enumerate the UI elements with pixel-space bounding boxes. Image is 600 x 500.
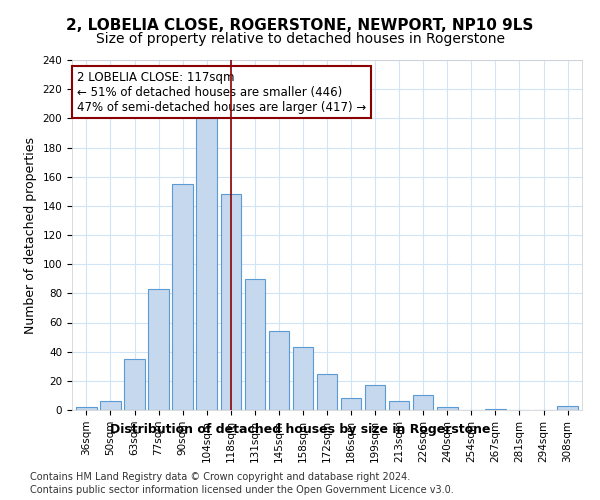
Text: Contains HM Land Registry data © Crown copyright and database right 2024.: Contains HM Land Registry data © Crown c…: [30, 472, 410, 482]
Bar: [124, 359, 145, 410]
Bar: [148, 289, 169, 410]
Bar: [413, 396, 433, 410]
Bar: [293, 348, 313, 410]
Bar: [245, 279, 265, 410]
Bar: [437, 407, 458, 410]
Text: 2 LOBELIA CLOSE: 117sqm
← 51% of detached houses are smaller (446)
47% of semi-d: 2 LOBELIA CLOSE: 117sqm ← 51% of detache…: [77, 70, 367, 114]
Bar: [269, 331, 289, 410]
Text: Size of property relative to detached houses in Rogerstone: Size of property relative to detached ho…: [95, 32, 505, 46]
Bar: [485, 408, 506, 410]
Bar: [172, 184, 193, 410]
Bar: [221, 194, 241, 410]
Bar: [317, 374, 337, 410]
Bar: [100, 401, 121, 410]
Text: 2, LOBELIA CLOSE, ROGERSTONE, NEWPORT, NP10 9LS: 2, LOBELIA CLOSE, ROGERSTONE, NEWPORT, N…: [67, 18, 533, 32]
Bar: [76, 407, 97, 410]
Bar: [389, 401, 409, 410]
Y-axis label: Number of detached properties: Number of detached properties: [24, 136, 37, 334]
Bar: [341, 398, 361, 410]
Text: Contains public sector information licensed under the Open Government Licence v3: Contains public sector information licen…: [30, 485, 454, 495]
Bar: [365, 385, 385, 410]
Bar: [557, 406, 578, 410]
Bar: [196, 118, 217, 410]
Text: Distribution of detached houses by size in Rogerstone: Distribution of detached houses by size …: [110, 422, 490, 436]
